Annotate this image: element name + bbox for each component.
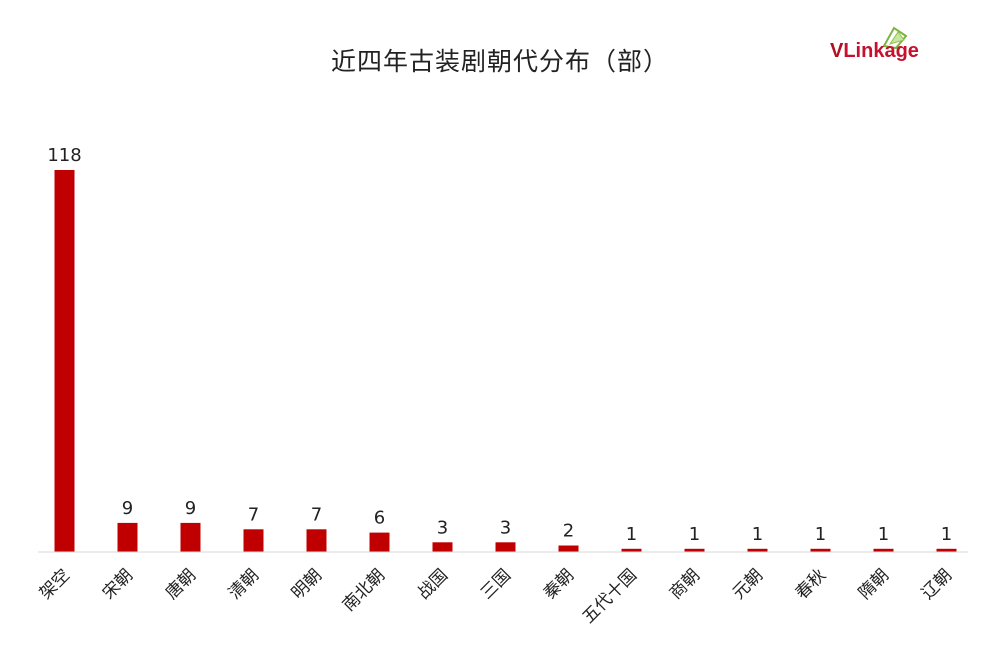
category-label-0: 架空 (36, 565, 74, 603)
bar-2 (180, 522, 201, 552)
bar-13 (873, 548, 894, 552)
value-label-3: 7 (248, 504, 259, 525)
value-label-13: 1 (878, 524, 889, 545)
bar-1 (117, 522, 138, 552)
bar-8 (558, 545, 579, 552)
value-label-11: 1 (752, 524, 763, 545)
category-label-9: 五代十国 (579, 565, 641, 627)
category-label-10: 商朝 (666, 565, 704, 603)
category-label-2: 唐朝 (161, 565, 200, 604)
value-label-14: 1 (941, 524, 952, 545)
category-label-11: 元朝 (729, 565, 767, 603)
category-label-14: 辽朝 (918, 565, 956, 603)
category-label-13: 隋朝 (855, 565, 893, 603)
value-labels-group: 118 9 9 7 7 6 3 3 2 1 1 1 1 1 1 (47, 145, 952, 545)
category-label-6: 战国 (414, 565, 452, 603)
bars-group (54, 170, 957, 552)
value-label-9: 1 (626, 524, 637, 545)
bar-0 (54, 170, 75, 552)
category-label-1: 宋朝 (99, 565, 137, 603)
category-labels-group: 架空 宋朝 唐朝 清朝 明朝 南北朝 战国 三国 秦朝 五代十国 商朝 元朝 春秋 隋朝 辽朝 (36, 565, 956, 628)
value-label-8: 2 (563, 521, 574, 542)
value-label-0: 118 (47, 145, 81, 166)
category-label-5: 南北朝 (339, 565, 389, 615)
category-label-3: 清朝 (225, 565, 263, 603)
bar-6 (432, 542, 453, 552)
category-label-8: 秦朝 (540, 565, 578, 603)
bar-7 (495, 542, 516, 552)
value-label-7: 3 (500, 517, 511, 538)
value-label-6: 3 (437, 517, 448, 538)
value-label-12: 1 (815, 524, 826, 545)
bar-5 (369, 532, 390, 552)
chart-title: 近四年古装剧朝代分布（部） (330, 47, 669, 76)
bar-10 (684, 548, 705, 552)
category-label-4: 明朝 (288, 565, 326, 603)
value-label-2: 9 (185, 498, 196, 519)
bar-9 (621, 548, 642, 552)
bar-3 (243, 529, 264, 552)
value-label-10: 1 (689, 524, 700, 545)
bar-11 (747, 548, 768, 552)
category-label-12: 春秋 (792, 565, 830, 603)
vlinkage-logo: VLinkage (826, 26, 946, 70)
value-label-5: 6 (374, 508, 385, 529)
value-label-1: 9 (122, 498, 133, 519)
bar-12 (810, 548, 831, 552)
category-label-7: 三国 (477, 565, 515, 603)
logo-mark-icon (882, 26, 908, 50)
bar-14 (936, 548, 957, 552)
logo-text: VLinkage (830, 40, 919, 62)
value-label-4: 7 (311, 504, 322, 525)
bar-4 (306, 529, 327, 552)
